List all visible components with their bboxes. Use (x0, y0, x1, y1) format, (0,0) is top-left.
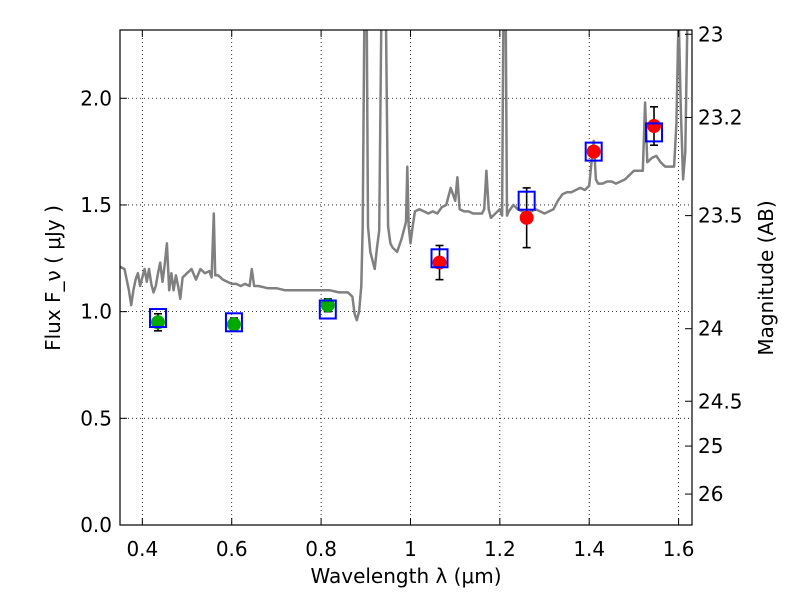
x-axis-label: Wavelength λ (μm) (310, 564, 501, 588)
x-tick-label: 1.6 (663, 537, 695, 561)
right-tick-label: 25 (698, 434, 723, 458)
y-axis-label: Flux F_ν ( μJy ) (41, 205, 65, 351)
x-tick-label: 0.4 (126, 537, 158, 561)
y-tick-label: 0.5 (80, 406, 112, 430)
plot-frame (119, 29, 693, 526)
model-photometry-square (224, 312, 243, 333)
x-tick-label: 0.6 (216, 537, 248, 561)
y-tick-label: 1.5 (80, 193, 112, 217)
right-tick-label: 23.2 (698, 105, 743, 129)
right-axis-label: Magnitude (AB) (754, 200, 778, 355)
y-tick-label: 1.0 (80, 300, 112, 324)
x-tick-label: 1 (404, 537, 417, 561)
plot-area (120, 30, 689, 333)
model-photometry-square (645, 122, 664, 143)
model-photometry-square (517, 190, 536, 211)
right-tick-label: 23 (698, 22, 723, 46)
data-point (519, 210, 534, 225)
plot-background (120, 30, 692, 525)
x-tick-label: 0.8 (305, 537, 337, 561)
right-tick-label: 23.5 (698, 204, 743, 228)
right-tick-label: 24 (698, 317, 723, 341)
model-spectrum-line (120, 30, 689, 322)
data-point (586, 144, 601, 159)
right-tick-labels: 23 23.2 23.5 24 24.5 25 26 (698, 22, 743, 506)
model-photometry-square (430, 248, 449, 269)
model-photometry-square (584, 141, 603, 162)
data-point (150, 315, 165, 330)
right-tick-label: 24.5 (698, 389, 743, 413)
x-tick-label: 1.4 (573, 537, 605, 561)
data-point (226, 317, 241, 332)
series-group (120, 30, 689, 333)
data-point (432, 255, 447, 270)
x-tick-label: 1.2 (484, 537, 516, 561)
right-tick-label: 26 (698, 482, 723, 506)
x-tick-labels: 0.4 0.6 0.8 1 1.2 1.4 1.6 (126, 537, 694, 561)
y-tick-labels: 0.0 0.5 1.0 1.5 2.0 (80, 86, 112, 537)
model-photometry-square (148, 308, 167, 329)
model-photometry-square (318, 299, 337, 320)
tick-marks (120, 30, 692, 526)
data-point (320, 298, 335, 313)
data-point (647, 119, 662, 134)
y-tick-label: 2.0 (80, 86, 112, 110)
y-tick-label: 0.0 (80, 513, 112, 537)
